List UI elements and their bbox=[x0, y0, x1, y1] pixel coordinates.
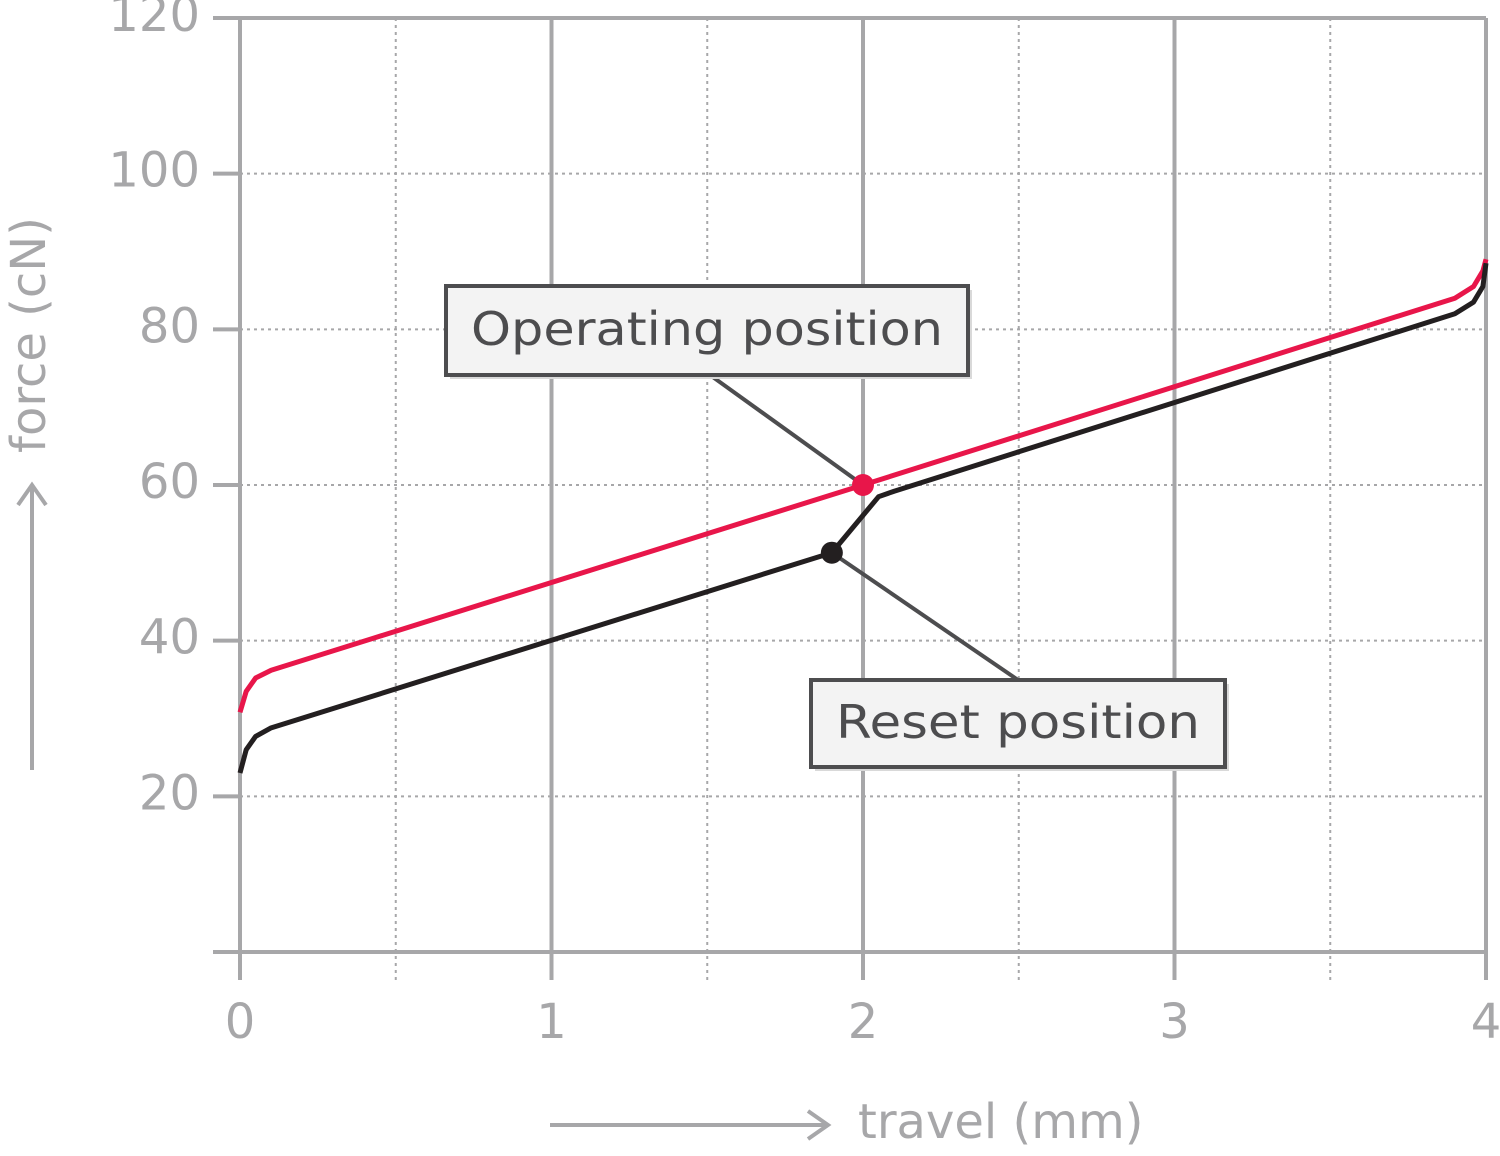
y-tick-label: 100 bbox=[108, 143, 200, 199]
y-tick-label: 40 bbox=[139, 610, 200, 666]
marks: Operating position Reset position bbox=[237, 258, 1489, 774]
box bbox=[444, 284, 970, 377]
y-tick-label: 60 bbox=[139, 454, 200, 510]
x-tick-label: 2 bbox=[848, 994, 879, 1050]
y-arrow-head bbox=[16, 481, 48, 507]
y-tick-label: 80 bbox=[139, 298, 200, 354]
grid: 20 40 60 80 100 120 0 1 2 3 4 bbox=[108, 0, 1500, 1050]
annotation-box: Reset position bbox=[809, 678, 1229, 771]
box bbox=[809, 678, 1227, 769]
line bbox=[237, 262, 1489, 774]
x-arrow-head bbox=[806, 1109, 832, 1141]
y-tick-label: 20 bbox=[139, 765, 200, 821]
annotation-box: Operating position bbox=[444, 284, 972, 379]
y-axis-label: force (cN) bbox=[1, 217, 57, 453]
x-tick-label: 1 bbox=[536, 994, 567, 1050]
x-tick-label: 0 bbox=[225, 994, 256, 1050]
x-tick-label: 4 bbox=[1471, 994, 1500, 1050]
x-tick-label: 3 bbox=[1159, 994, 1190, 1050]
x-axis-label: travel (mm) bbox=[858, 1094, 1143, 1150]
marker bbox=[820, 541, 843, 564]
marker bbox=[852, 474, 874, 496]
y-tick-label: 120 bbox=[108, 0, 200, 43]
leader-line bbox=[708, 373, 865, 487]
annotation-label: Reset position bbox=[836, 695, 1200, 749]
annotation-label: Operating position bbox=[471, 302, 943, 356]
leader-line bbox=[830, 551, 1020, 682]
